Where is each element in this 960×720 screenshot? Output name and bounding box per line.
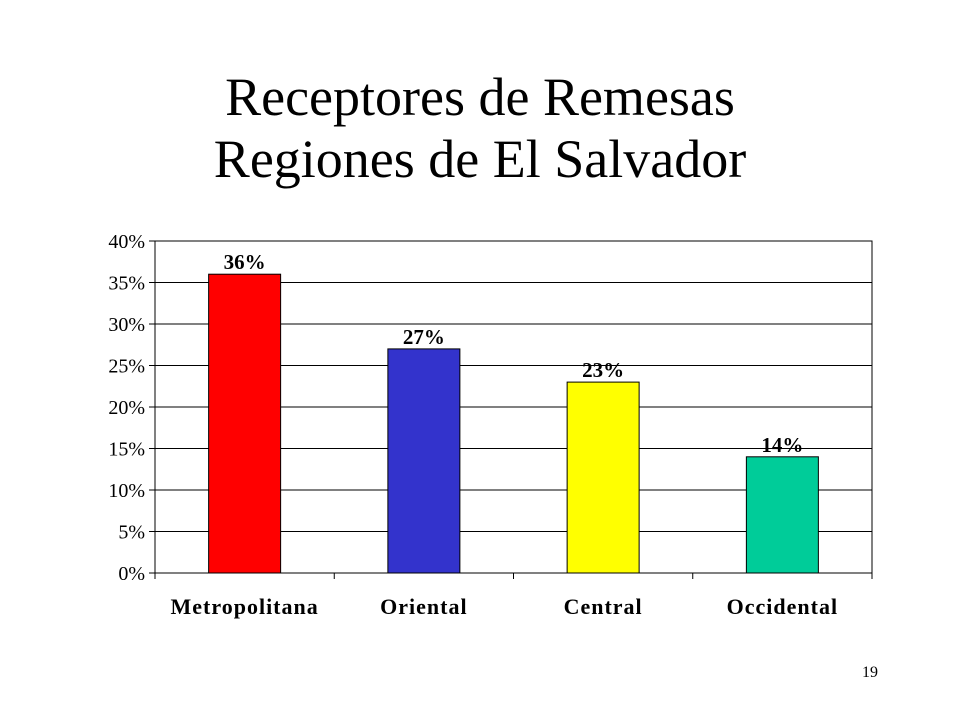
x-tick-label: Oriental	[380, 594, 467, 619]
bar-metropolitana	[208, 273, 282, 574]
y-tick-label: 5%	[118, 522, 145, 544]
bar-occidental	[745, 456, 819, 574]
y-tick-label: 30%	[108, 314, 145, 336]
y-tick-label: 15%	[108, 439, 145, 461]
bar-central	[566, 381, 640, 574]
data-label: 14%	[761, 433, 803, 457]
y-tick-label: 35%	[108, 273, 145, 295]
data-label: 27%	[403, 325, 445, 349]
data-labels: 36% 27% 23% 14%	[224, 250, 804, 457]
data-label: 23%	[582, 358, 624, 382]
y-tick-label: 20%	[108, 397, 145, 419]
x-tick-label: Occidental	[727, 594, 838, 619]
y-tick-label: 40%	[108, 231, 145, 253]
y-tick-label: 25%	[108, 356, 145, 378]
slide-number: 19	[862, 664, 878, 681]
title-line-1: Receptores de Remesas	[225, 67, 735, 127]
x-tick-label: Metropolitana	[171, 594, 319, 619]
x-axis-ticks: Metropolitana Oriental Central Occidental	[154, 573, 873, 619]
y-axis-ticks: 0% 5% 10% 15% 20% 25% 30% 35% 40%	[108, 231, 155, 585]
y-tick-label: 10%	[108, 480, 145, 502]
bar-oriental	[387, 348, 461, 574]
data-label: 36%	[224, 250, 266, 274]
bars	[208, 273, 819, 574]
x-tick-label: Central	[564, 594, 643, 619]
y-tick-label: 0%	[118, 563, 145, 585]
title-line-2: Regiones de El Salvador	[213, 129, 747, 189]
slide-title: Receptores de Remesas Regiones de El Sal…	[0, 66, 960, 190]
